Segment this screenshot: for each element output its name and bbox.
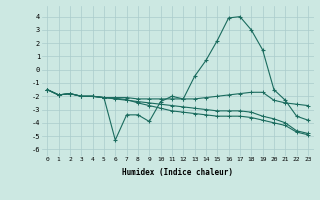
X-axis label: Humidex (Indice chaleur): Humidex (Indice chaleur) bbox=[122, 168, 233, 177]
